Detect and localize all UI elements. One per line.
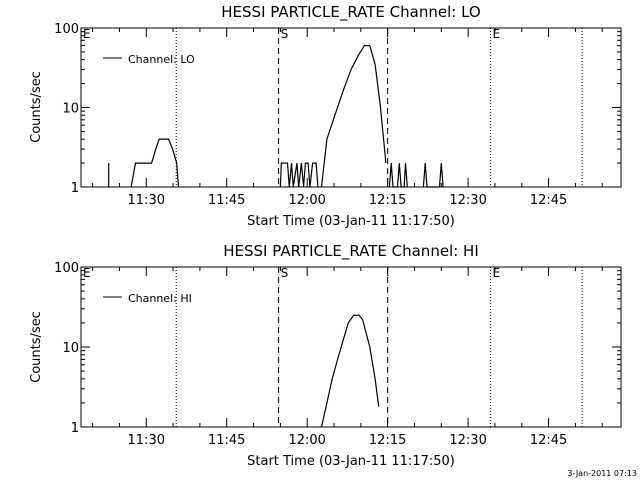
panel-hi-xlabel: Start Time (03-Jan-11 11:17:50) (247, 454, 455, 469)
panel-hi-x-tick-label: 11:45 (208, 433, 245, 448)
panel-lo-x-tick-label: 12:00 (288, 193, 325, 208)
panel-lo-marker-label: E (83, 27, 91, 41)
panel-lo-series-line (422, 163, 444, 188)
panel-hi-x-tick-label: 11:30 (128, 433, 165, 448)
panel-lo-marker-label: E (492, 27, 500, 41)
panel-lo-y-tick-label: 10 (62, 102, 79, 117)
panel-hi-marker-label: S (281, 266, 289, 280)
panel-lo-x-tick-label: 12:45 (530, 193, 567, 208)
panel-hi-y-tick-label: 10 (62, 341, 79, 356)
panel-lo-series-line (279, 162, 319, 188)
panel-lo-xlabel: Start Time (03-Jan-11 11:17:50) (247, 214, 455, 229)
panel-hi-title: HESSI PARTICLE_RATE Channel: HI (223, 242, 479, 261)
panel-lo-x-tick-label: 11:30 (128, 193, 165, 208)
panel-hi-y-tick-label: 1 (71, 421, 79, 436)
panel-hi-marker-label: E (492, 266, 500, 280)
panel-lo-x-tick-label: 12:30 (449, 193, 486, 208)
panel-lo-y-tick-label: 1 (71, 181, 79, 196)
panel-hi-x-tick-label: 12:15 (369, 433, 406, 448)
panel-hi: HESSI PARTICLE_RATE Channel: HI Start Ti… (29, 242, 622, 469)
panel-lo-series-line (130, 138, 180, 188)
panel-hi-marker-label: E (83, 266, 91, 280)
panel-lo-marker-label: S (281, 27, 289, 41)
panel-hi-x-tick-label: 12:45 (530, 433, 567, 448)
panel-hi-legend-label: Channel: HI (128, 292, 192, 305)
panel-hi-x-tick-label: 12:30 (449, 433, 486, 448)
panel-lo-legend-label: Channel: LO (128, 53, 195, 66)
panel-hi-series-line (320, 314, 380, 428)
panel-lo-x-tick-label: 12:15 (369, 193, 406, 208)
panel-lo-title: HESSI PARTICLE_RATE Channel: LO (221, 3, 480, 22)
plot-timestamp: 3-Jan-2011 07:13 (567, 469, 637, 478)
panel-lo-x-tick-label: 11:45 (208, 193, 245, 208)
panel-lo-series-line (320, 44, 387, 188)
panel-hi-ylabel: Counts/sec (29, 311, 44, 383)
panel-lo-series-line (388, 163, 408, 188)
panel-lo-ylabel: Counts/sec (29, 71, 44, 143)
panel-lo-y-tick-label: 100 (54, 22, 79, 37)
panel-hi-y-tick-label: 100 (54, 261, 79, 276)
panel-hi-x-tick-label: 12:00 (288, 433, 325, 448)
panel-lo: HESSI PARTICLE_RATE Channel: LO Start Ti… (29, 3, 622, 229)
